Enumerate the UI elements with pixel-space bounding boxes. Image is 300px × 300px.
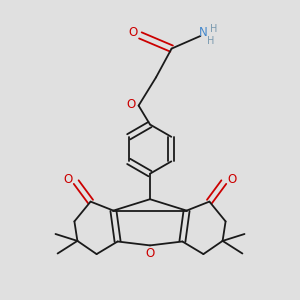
Text: O: O bbox=[146, 247, 154, 260]
Text: O: O bbox=[64, 172, 73, 186]
Text: O: O bbox=[128, 26, 137, 39]
Text: N: N bbox=[199, 26, 208, 40]
Text: O: O bbox=[227, 172, 236, 186]
Text: O: O bbox=[127, 98, 136, 111]
Text: H: H bbox=[207, 36, 214, 46]
Text: H: H bbox=[210, 23, 218, 34]
